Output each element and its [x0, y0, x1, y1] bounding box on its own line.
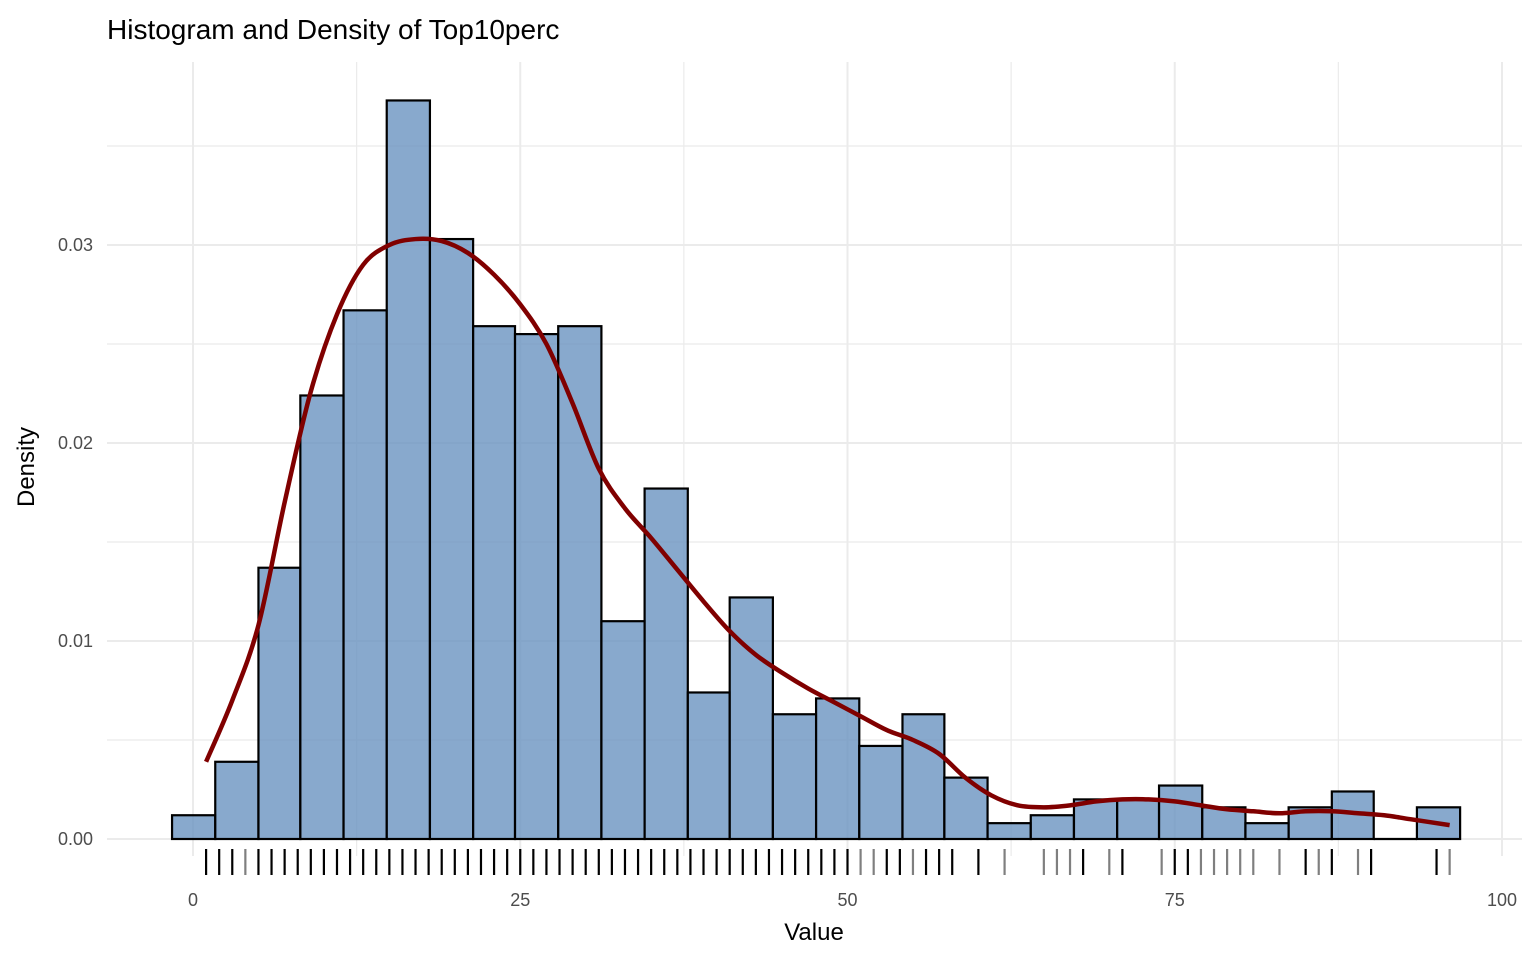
histogram-bar — [1157, 784, 1204, 841]
y-axis-label: Density — [13, 427, 40, 507]
histogram-bar — [342, 309, 388, 841]
histogram-bar — [472, 325, 517, 841]
y-tick-label: 0.00 — [58, 829, 93, 849]
histogram-bar — [513, 333, 560, 841]
x-tick-label: 75 — [1165, 890, 1185, 910]
y-tick-label: 0.03 — [58, 235, 93, 255]
histogram-bar — [214, 760, 260, 841]
histogram-bar — [257, 566, 302, 841]
histogram-bar — [858, 744, 904, 841]
tick-labels: 0 25 50 75 100 0.00 0.01 0.02 0.03 — [58, 235, 1517, 910]
histogram-bar — [1116, 798, 1161, 841]
density-curve-layer — [204, 236, 1450, 828]
x-tick-label: 0 — [188, 890, 198, 910]
x-tick-label: 50 — [837, 890, 857, 910]
y-tick-label: 0.01 — [58, 631, 93, 651]
histogram-bar — [686, 691, 731, 841]
histogram-bar — [600, 620, 646, 841]
histogram-bar — [986, 822, 1032, 841]
histogram-bar — [557, 325, 603, 841]
y-tick-label: 0.02 — [58, 433, 93, 453]
histogram-bar — [1029, 814, 1076, 841]
histogram-bar — [428, 237, 475, 841]
histogram-bar — [814, 697, 861, 841]
histogram-bar — [643, 487, 689, 841]
histogram-bar — [728, 596, 774, 841]
x-tick-label: 100 — [1487, 890, 1517, 910]
histogram-bar — [901, 713, 946, 841]
histogram-bar — [299, 394, 345, 841]
chart-title: Histogram and Density of Top10perc — [107, 14, 559, 45]
histogram-bar — [385, 99, 432, 841]
x-axis-label: Value — [784, 919, 844, 946]
x-tick-label: 25 — [510, 890, 530, 910]
histogram-bar — [771, 713, 818, 841]
density-curve — [204, 236, 1450, 828]
histogram-bar — [170, 814, 217, 841]
histogram-bar — [1244, 822, 1290, 841]
rug-marks — [204, 849, 1451, 875]
histogram-bars — [170, 99, 1462, 841]
